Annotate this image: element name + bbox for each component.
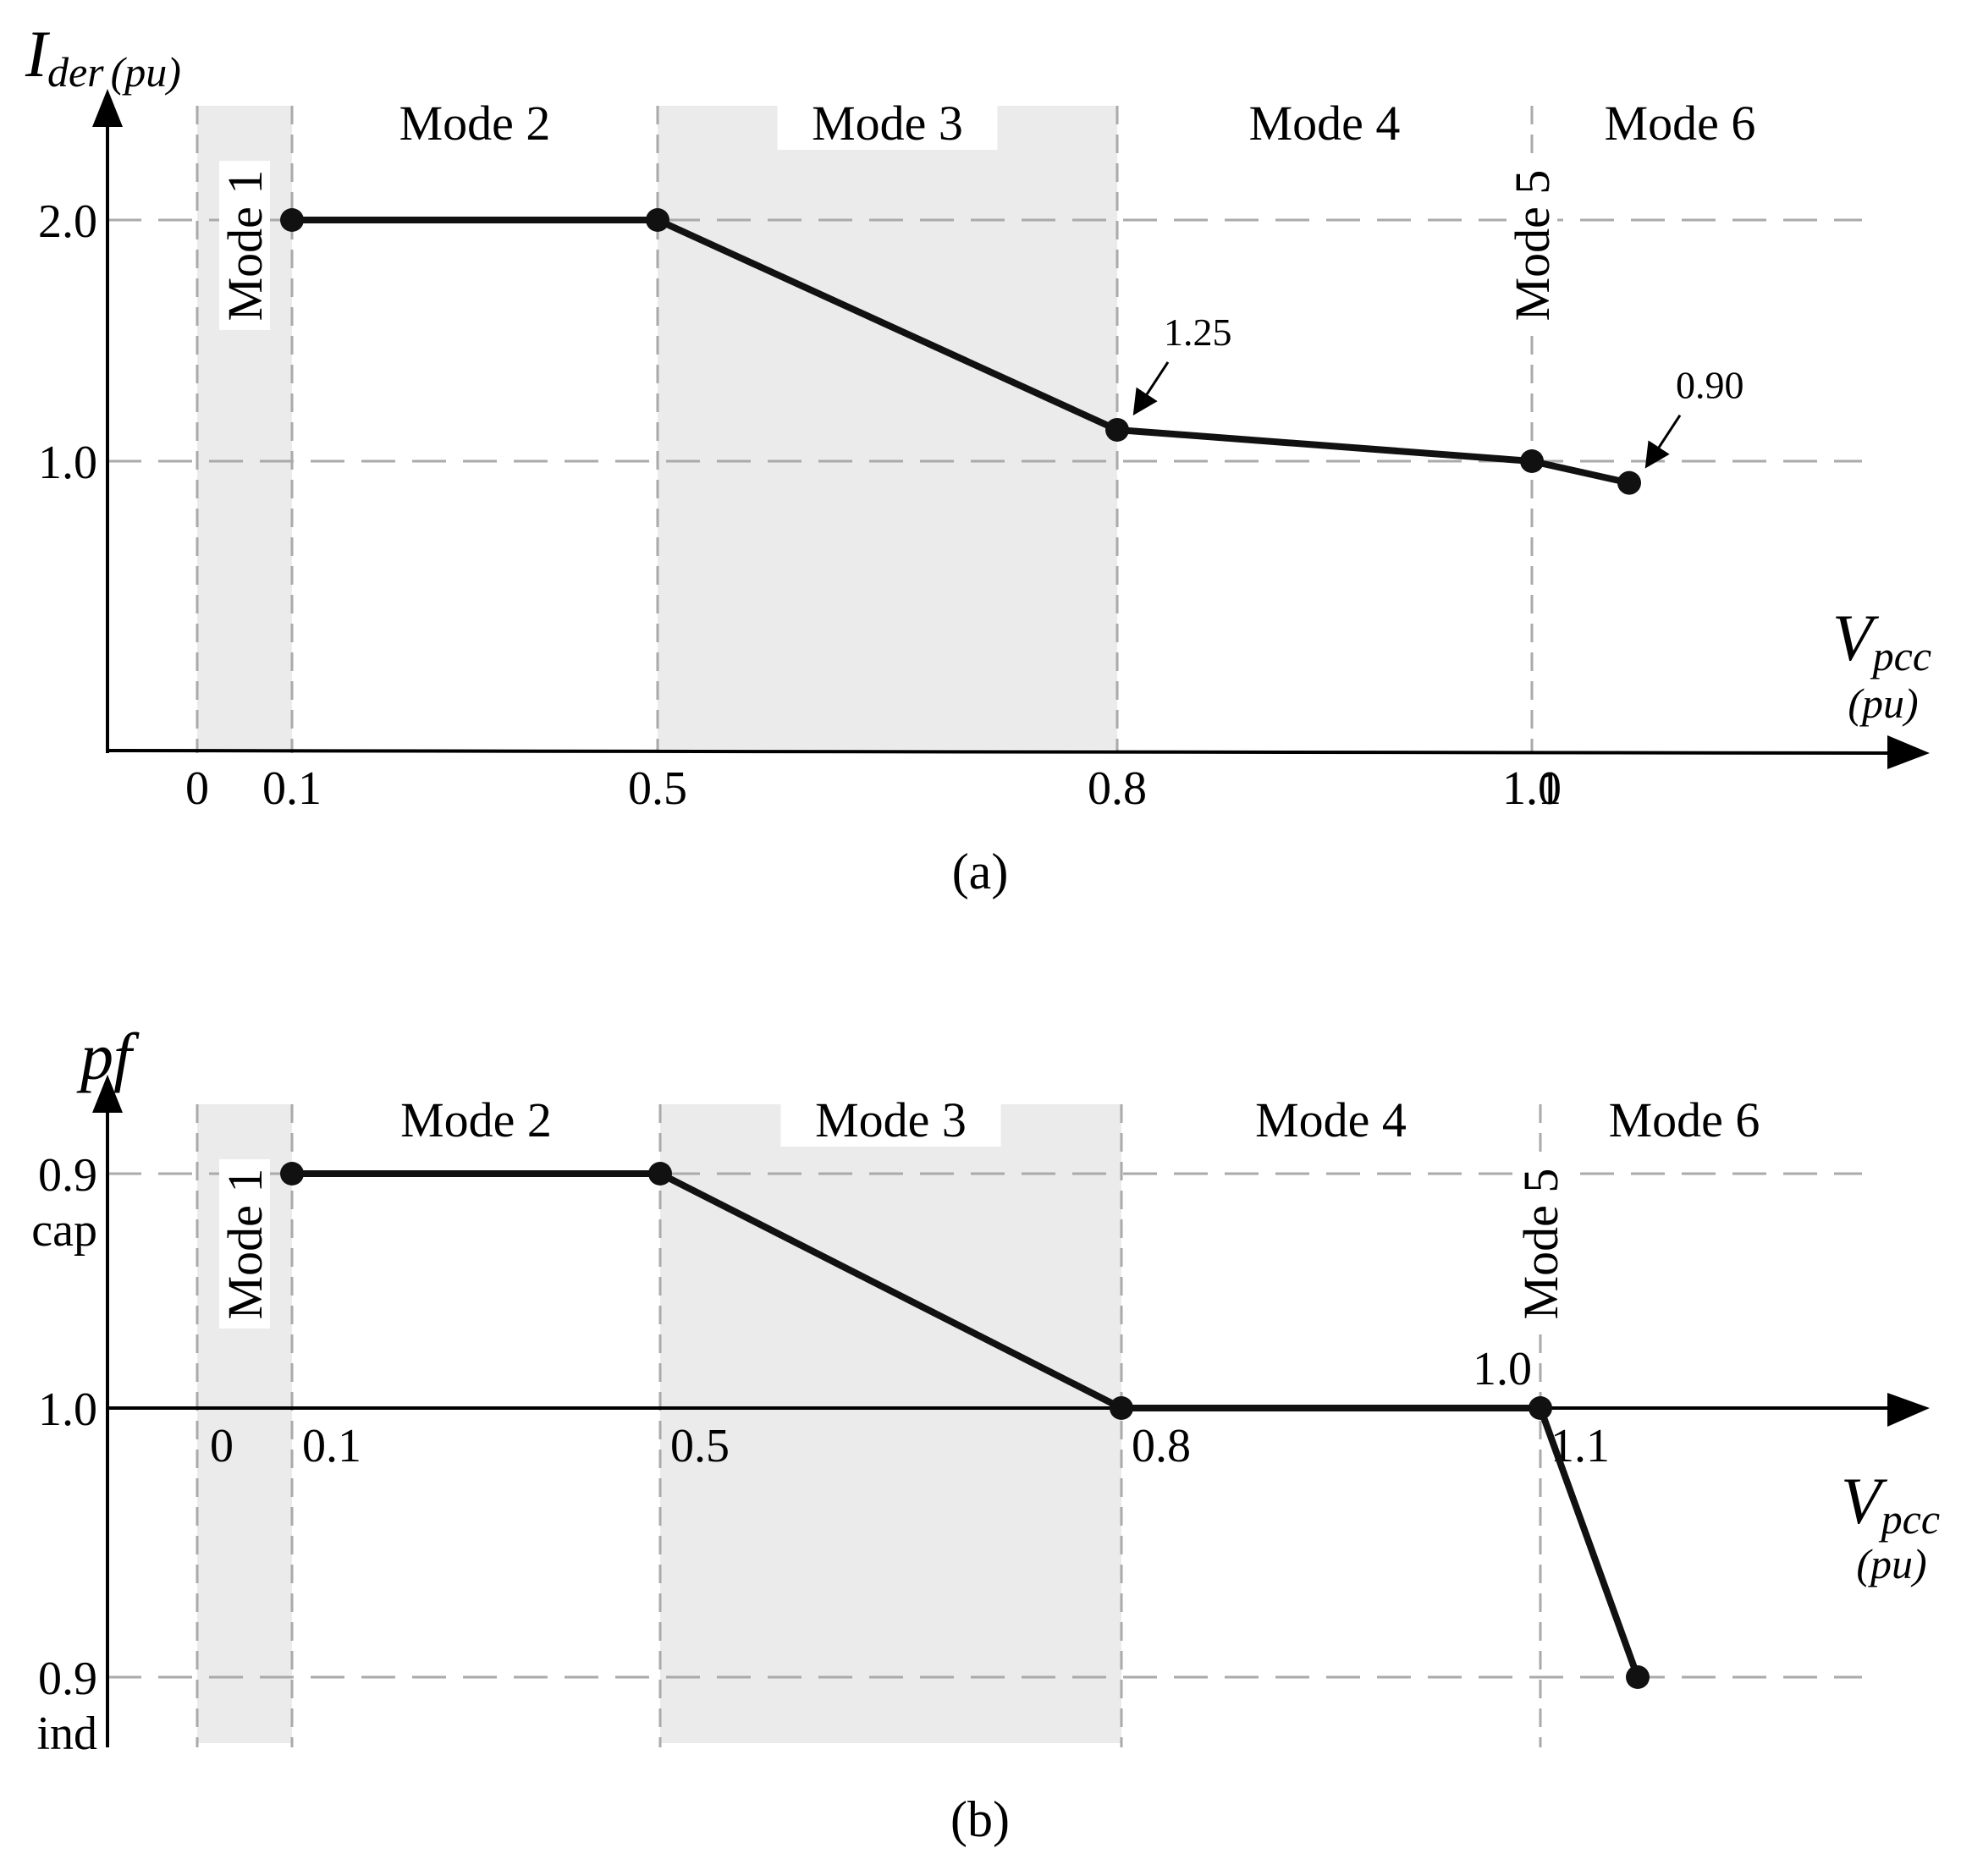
annotation-label: 1.25	[1164, 311, 1232, 354]
mode-label-vertical: Mode 1	[218, 161, 273, 330]
y-axis-arrow	[92, 89, 123, 127]
figure-caption: (a)	[952, 844, 1009, 899]
mode-label-bg	[780, 1094, 1001, 1147]
y-tick-label: 0.9	[38, 1653, 97, 1705]
mode-label-bg	[777, 97, 998, 150]
data-point	[646, 208, 669, 232]
x-tick-label: 1.1	[1502, 762, 1562, 815]
data-point	[1617, 470, 1641, 495]
annotation-label: 0.90	[1676, 364, 1744, 407]
annotation-label: 1.0	[1473, 1343, 1532, 1395]
x-tick-label: 0.8	[1088, 762, 1147, 815]
x-tick-label: 0.1	[262, 762, 322, 815]
y-axis-label: pf	[76, 1020, 140, 1093]
y-tick-label: 2.0	[38, 195, 97, 248]
data-point	[280, 208, 304, 232]
x-axis-line	[107, 749, 1897, 755]
mode-label: Mode 4	[1249, 96, 1401, 151]
y-tick-note: cap	[31, 1204, 97, 1257]
x-axis-label-sub: pcc	[1879, 1495, 1940, 1543]
x-axis-unit: (pu)	[1856, 1540, 1926, 1587]
x-tick-label: 0	[210, 1420, 234, 1472]
data-point	[1529, 1396, 1552, 1420]
x-axis-unit: (pu)	[1848, 679, 1918, 727]
mode-label: Mode 2	[399, 96, 551, 151]
mode-label: Mode 6	[1609, 1092, 1760, 1147]
x-axis-label-sub: pcc	[1870, 632, 1931, 679]
mode-label-bg	[219, 1159, 270, 1329]
x-tick-label: 0.1	[302, 1420, 361, 1472]
y-axis-arrow	[92, 1075, 123, 1113]
y-axis-label-sub: der	[47, 48, 104, 96]
mode-label: Mode 6	[1605, 96, 1756, 151]
data-point	[648, 1162, 672, 1186]
y-tick-label: 1.0	[38, 1384, 97, 1436]
x-axis-label-main: V	[1832, 601, 1880, 674]
data-point	[1110, 1396, 1133, 1420]
x-tick-label: 1.0	[1502, 762, 1562, 815]
plot-a: Mode 1 Mode 2 Mode 3 Mode 4 Mode 5 Mode 6 2.0 1…	[25, 17, 1931, 899]
annotation-arrow	[1644, 414, 1682, 469]
shaded-band	[658, 106, 1117, 749]
mode-label-vertical: Mode 5	[1513, 1159, 1568, 1329]
x-tick-label: 0.5	[628, 762, 687, 815]
y-axis-label: Ider (pu)	[25, 17, 181, 96]
x-tick-label: 0.5	[670, 1420, 730, 1472]
x-axis-arrow	[1887, 735, 1930, 769]
mode-label-bg	[219, 161, 270, 330]
mode-label: Mode 5	[1513, 1169, 1568, 1320]
data-point	[280, 1162, 304, 1186]
mode-label-bg	[1507, 161, 1557, 330]
y-axis-label-unit: (pu)	[111, 48, 181, 96]
y-tick-label: 0.9	[38, 1149, 97, 1202]
y-tick-note: ind	[36, 1708, 97, 1760]
mode-label-vertical: Mode 1	[218, 1159, 273, 1329]
mode-label: Mode 3	[812, 96, 963, 151]
y-axis-label-main: pf	[76, 1020, 140, 1093]
figure-caption: (b)	[950, 1791, 1010, 1847]
data-point	[1626, 1665, 1650, 1689]
x-tick-label: 0.8	[1132, 1420, 1191, 1472]
mode-label: Mode 4	[1255, 1092, 1407, 1147]
mode-label: Mode 1	[218, 1169, 273, 1320]
mode-label: Mode 2	[400, 1092, 552, 1147]
mode-label-bg	[1515, 1159, 1566, 1329]
mode-label: Mode 1	[218, 170, 273, 322]
y-tick-label: 1.0	[38, 437, 97, 489]
data-point	[1105, 417, 1129, 442]
x-axis-label: Vpcc	[1841, 1464, 1940, 1543]
data-point	[1520, 449, 1544, 473]
x-tick-label: 0	[185, 762, 209, 815]
mode-label-vertical: Mode 5	[1505, 161, 1560, 330]
mode-label: Mode 3	[815, 1092, 967, 1147]
annotation-arrow	[1132, 361, 1170, 415]
x-axis-label: Vpcc	[1832, 601, 1931, 679]
mode-label: Mode 5	[1505, 170, 1560, 322]
x-axis-label-main: V	[1841, 1464, 1888, 1538]
x-axis-arrow	[1887, 1393, 1930, 1427]
y-axis-label-main: I	[25, 17, 51, 91]
